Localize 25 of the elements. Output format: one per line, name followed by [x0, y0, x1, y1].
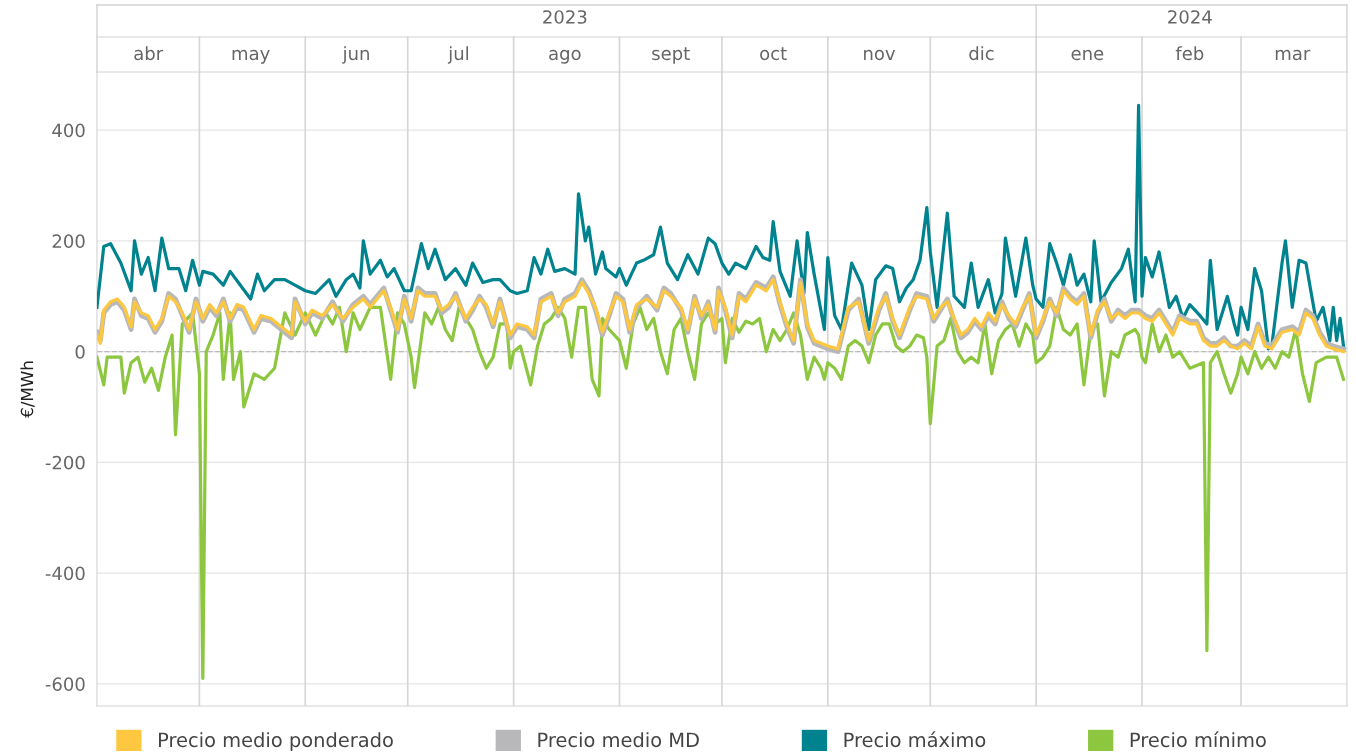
legend-label: Precio máximo [844, 731, 986, 748]
legend-label: Precio mínimo [1130, 731, 1266, 748]
x-tick-label: abr [134, 46, 164, 61]
x-tick-label: oct [760, 47, 787, 61]
x-tick-label: dic [969, 46, 994, 61]
x-tick-label: nov [864, 49, 896, 61]
x-tick-label: ago [549, 49, 581, 64]
y-tick-label: -600 [45, 677, 85, 691]
y-tick-label: 200 [52, 234, 85, 249]
x-tick-label: jun [342, 46, 369, 64]
y-tick-label: -400 [45, 566, 85, 581]
x2-tick-label: 2023 [543, 10, 587, 24]
x-tick-label: jul [447, 46, 469, 64]
y-tick-label: 0 [75, 345, 85, 359]
x-tick-label: mar [1275, 49, 1311, 61]
x-tick-label: may [232, 49, 270, 64]
y-tick-label: -200 [45, 455, 85, 470]
x-tick-label: feb [1175, 46, 1204, 61]
y-tick-label: 400 [52, 123, 85, 138]
y-axis-title: €/MWh [20, 361, 35, 418]
x2-tick-label: 2024 [1168, 10, 1212, 24]
x-tick-label: ene [1071, 49, 1104, 61]
legend-label: Precio medio ponderado [159, 732, 393, 751]
x-tick-label: sept [652, 47, 690, 64]
legend-label: Precio medio MD [538, 732, 699, 748]
